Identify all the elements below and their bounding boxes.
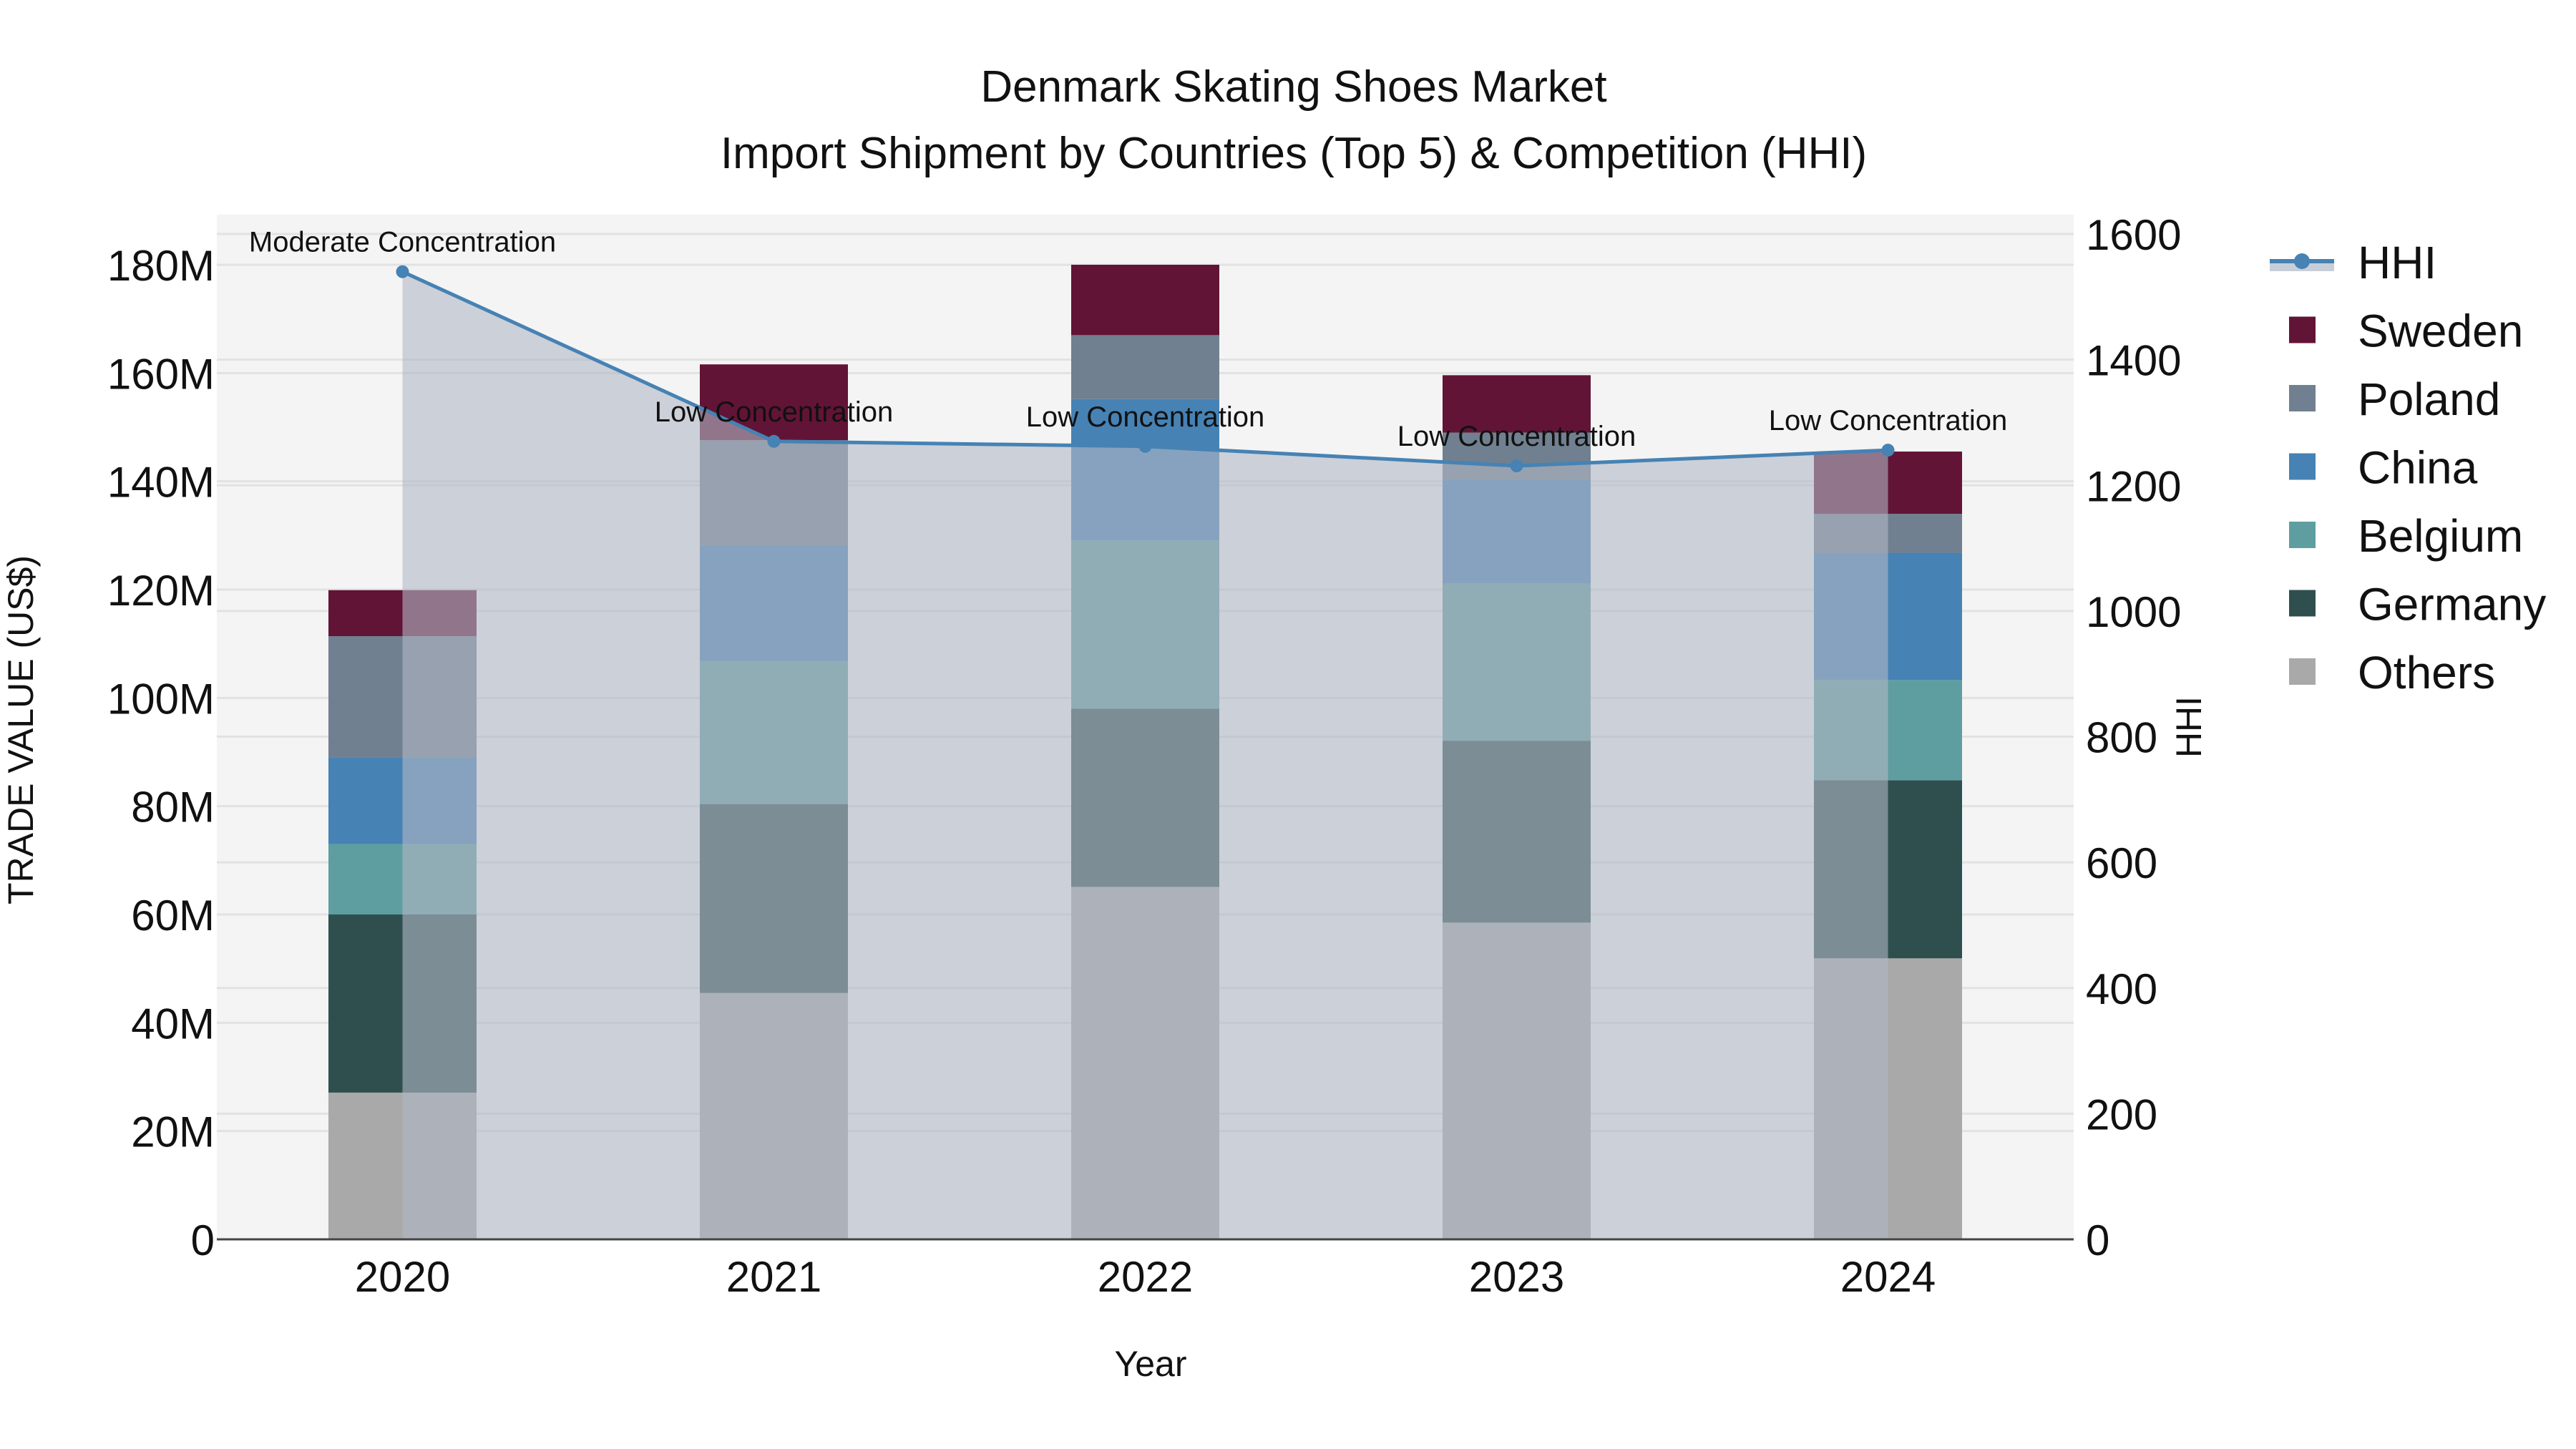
bar-segment-sweden[interactable]: [1071, 265, 1219, 336]
hhi-point-2020[interactable]: [396, 265, 409, 278]
legend-label: Belgium: [2358, 510, 2523, 562]
y-left-tick-labels: 0 20M 40M 60M 80M 100M 120M 140M 160M 180M: [107, 242, 215, 1264]
hhi-point-2024[interactable]: [1881, 444, 1895, 457]
chart-title-line2: Import Shipment by Countries (Top 5) & C…: [721, 129, 1867, 178]
legend-item-others[interactable]: Others: [2289, 647, 2495, 698]
hhi-annotations: Moderate Concentration Low Concentration L…: [249, 227, 2007, 452]
y-right-tick: 0: [2086, 1216, 2109, 1264]
legend-item-poland[interactable]: Poland: [2289, 374, 2500, 425]
legend-item-china[interactable]: China: [2289, 442, 2478, 494]
bar-segment-sweden[interactable]: [1443, 375, 1591, 433]
legend-swatch-icon: [2289, 590, 2316, 617]
x-tick-2022: 2022: [1098, 1253, 1193, 1301]
legend-swatch-icon: [2289, 453, 2316, 480]
y-left-tick: 180M: [107, 242, 215, 290]
annotation-2022: Low Concentration: [1026, 401, 1265, 433]
x-tick-2024: 2024: [1840, 1253, 1936, 1301]
x-tick-2020: 2020: [355, 1253, 450, 1301]
annotation-2023: Low Concentration: [1397, 421, 1636, 452]
legend-swatch-icon: [2289, 658, 2316, 685]
y-left-tick: 120M: [107, 567, 215, 615]
y-left-tick: 140M: [107, 459, 215, 507]
legend-label: China: [2358, 442, 2478, 494]
legend-swatch-icon: [2289, 522, 2316, 548]
legend-item-germany[interactable]: Germany: [2289, 579, 2546, 630]
legend-swatch-icon: [2289, 385, 2316, 411]
legend-label: Germany: [2358, 579, 2546, 630]
y-left-axis-title: TRADE VALUE (US$): [1, 555, 41, 904]
bar-segment-poland[interactable]: [1071, 335, 1219, 399]
y-right-tick: 800: [2086, 714, 2157, 762]
legend: HHI Sweden Poland China Belgium Germany Others: [2270, 237, 2546, 698]
legend-label: Sweden: [2358, 306, 2523, 357]
hhi-point-2023[interactable]: [1510, 459, 1523, 473]
annotation-2020: Moderate Concentration: [249, 227, 556, 258]
legend-item-belgium[interactable]: Belgium: [2289, 510, 2523, 562]
chart-title-line1: Denmark Skating Shoes Market: [980, 62, 1606, 112]
y-right-axis-title: HHI: [2169, 696, 2209, 758]
y-right-tick: 200: [2086, 1091, 2157, 1138]
hhi-area: [402, 271, 1888, 1239]
legend-item-sweden[interactable]: Sweden: [2289, 306, 2523, 357]
legend-item-hhi[interactable]: HHI: [2270, 237, 2436, 288]
y-right-tick: 1000: [2086, 588, 2181, 636]
legend-label: Poland: [2358, 374, 2500, 425]
hhi-point-2022[interactable]: [1138, 439, 1152, 453]
y-right-tick: 600: [2086, 839, 2157, 887]
hhi-point-2021[interactable]: [767, 434, 781, 448]
y-left-tick: 40M: [131, 1000, 215, 1048]
x-tick-2023: 2023: [1469, 1253, 1564, 1301]
legend-label: HHI: [2358, 237, 2436, 288]
annotation-2024: Low Concentration: [1769, 405, 2008, 436]
y-left-tick: 160M: [107, 350, 215, 398]
y-right-tick: 400: [2086, 965, 2157, 1013]
y-right-tick: 1400: [2086, 337, 2181, 385]
y-right-tick: 1600: [2086, 211, 2181, 259]
hhi-area-fill: [402, 271, 1888, 1239]
annotation-2021: Low Concentration: [655, 396, 894, 428]
y-left-tick: 0: [191, 1216, 215, 1264]
y-left-tick: 80M: [131, 784, 215, 831]
x-tick-2021: 2021: [726, 1253, 821, 1301]
legend-marker-icon: [2294, 253, 2310, 269]
hhi-line: [396, 265, 1895, 473]
legend-swatch-icon: [2289, 316, 2316, 343]
legend-label: Others: [2358, 647, 2495, 698]
y-right-tick-labels: 0 200 400 600 800 1000 1200 1400 1600: [2086, 211, 2181, 1264]
x-axis-title: Year: [1114, 1344, 1186, 1384]
y-left-tick: 100M: [107, 675, 215, 723]
y-left-tick: 60M: [131, 892, 215, 940]
y-left-tick: 20M: [131, 1108, 215, 1156]
x-tick-labels: 2020 2021 2022 2023 2024: [355, 1253, 1936, 1301]
y-right-tick: 1200: [2086, 462, 2181, 510]
